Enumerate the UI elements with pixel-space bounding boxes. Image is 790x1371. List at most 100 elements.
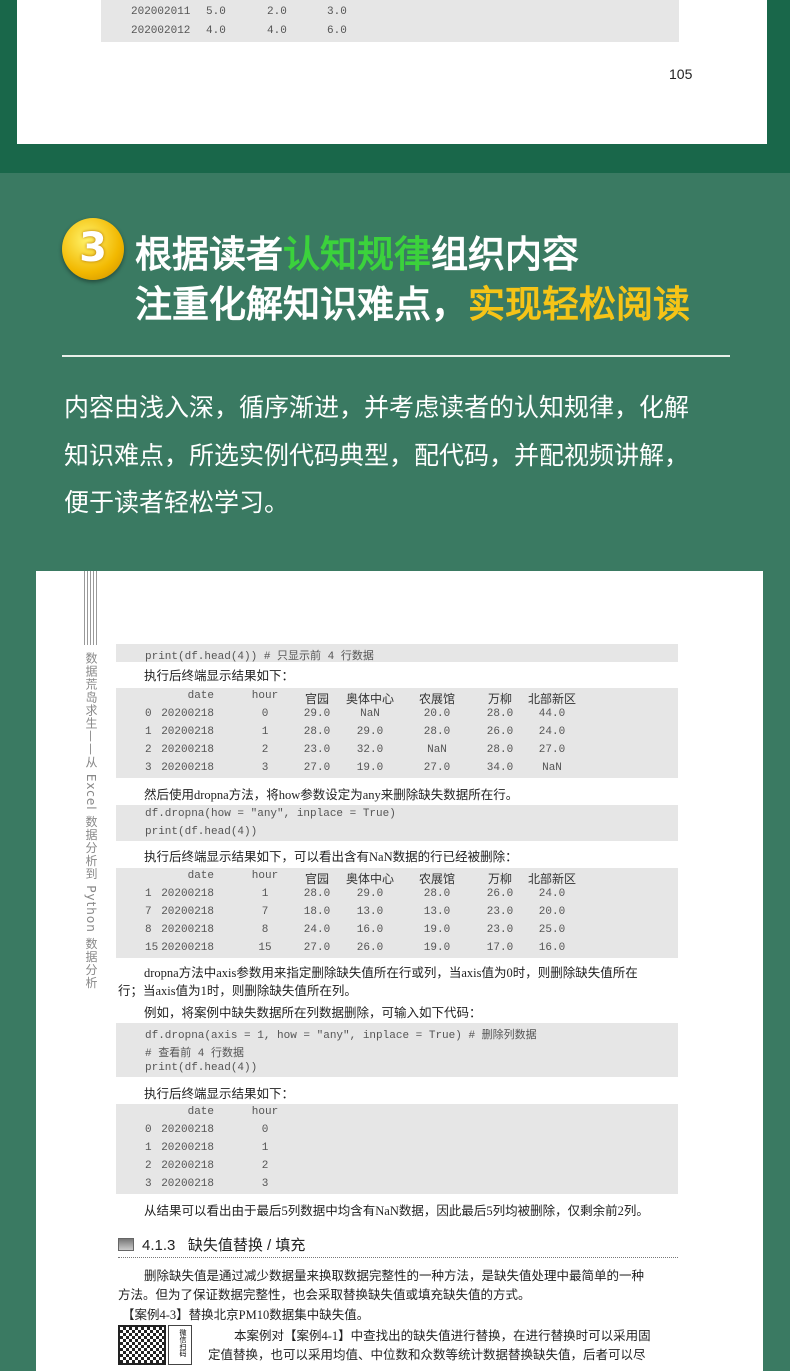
table-cell: 20200218 bbox=[161, 906, 214, 918]
cell: 6.0 bbox=[327, 25, 347, 37]
table-cell: 20200218 bbox=[161, 762, 214, 774]
table-cell: 1 bbox=[261, 726, 269, 738]
table-cell: NaN bbox=[542, 762, 562, 774]
table-cell: 1 bbox=[145, 726, 152, 738]
table-header: date bbox=[187, 690, 214, 702]
table-cell: 19.0 bbox=[423, 924, 451, 936]
table-cell: 0 bbox=[145, 708, 152, 720]
qr-code bbox=[118, 1325, 166, 1365]
code-line: # 查看前 4 行数据 bbox=[145, 1048, 245, 1060]
code-line: df.dropna(axis = 1, how = "any", inplace… bbox=[145, 1030, 537, 1042]
table-cell: 20.0 bbox=[538, 906, 566, 918]
table-cell: 2 bbox=[261, 1160, 269, 1172]
body-text: 本案例对【案例4-1】中查找出的缺失值进行替换，在进行替换时可以采用固 bbox=[234, 1329, 651, 1343]
cell: 202002011 bbox=[131, 6, 191, 18]
table-cell: 28.0 bbox=[303, 888, 331, 900]
table-header: 北部新区 bbox=[527, 692, 576, 706]
table-cell: 0 bbox=[261, 1124, 269, 1136]
section-rule bbox=[118, 1257, 678, 1258]
table-cell: 28.0 bbox=[423, 726, 451, 738]
section-number: 4.1.3 bbox=[142, 1237, 176, 1254]
body-text: 执行后终端显示结果如下，可以看出含有NaN数据的行已经被删除： bbox=[144, 850, 518, 864]
body-text: 然后使用dropna方法，将how参数设定为any来删除缺失数据所在行。 bbox=[144, 788, 519, 802]
body-text: 删除缺失值是通过减少数据量来换取数据完整性的一种方法，是缺失值处理中最简单的一种 bbox=[144, 1269, 645, 1283]
code-line: print(df.head(4)) # 只显示前 4 行数据 bbox=[145, 651, 374, 663]
table-cell: 1 bbox=[261, 1142, 269, 1154]
monitor-icon bbox=[118, 1238, 134, 1251]
table-cell: 34.0 bbox=[486, 762, 514, 774]
table-cell: 27.0 bbox=[423, 762, 451, 774]
table-cell: 24.0 bbox=[538, 888, 566, 900]
table-cell: 20200218 bbox=[161, 1142, 214, 1154]
table-header: date bbox=[187, 1106, 214, 1118]
table-cell: 27.0 bbox=[303, 942, 331, 954]
cell: 202002012 bbox=[131, 25, 191, 37]
table-cell: 28.0 bbox=[303, 726, 331, 738]
table-cell: 20200218 bbox=[161, 888, 214, 900]
body-text: 行；当axis值为1时，则删除缺失值所在列。 bbox=[118, 984, 357, 998]
table-cell: 18.0 bbox=[303, 906, 331, 918]
table-cell: 20200218 bbox=[161, 1178, 214, 1190]
table-cell: 16.0 bbox=[538, 942, 566, 954]
intro-line: 知识难点，所选实例代码典型，配代码，并配视频讲解， bbox=[64, 441, 690, 470]
body-text: 【案例4-3】替换北京PM10数据集中缺失值。 bbox=[122, 1308, 370, 1322]
table-cell: 7 bbox=[145, 906, 152, 918]
table-cell: 20200218 bbox=[161, 924, 214, 936]
table-header: 官园 bbox=[304, 692, 329, 706]
table-header: date bbox=[187, 870, 214, 882]
code-block: print(df.head(4)) # 只显示前 4 行数据 bbox=[116, 644, 678, 663]
table-cell: 16.0 bbox=[356, 924, 384, 936]
output-block: 202002011 5.0 2.0 3.0 202002012 4.0 4.0 6.0 bbox=[101, 0, 679, 42]
heading-text: 根据读者 bbox=[135, 233, 283, 276]
body-text: 从结果可以看出由于最后5列数据中均含有NaN数据，因此最后5列均被删除，仅剩余前… bbox=[144, 1204, 649, 1218]
code-line: print(df.head(4)) bbox=[145, 826, 258, 838]
table-cell: 2 bbox=[261, 744, 269, 756]
heading-text: 组织内容 bbox=[431, 233, 579, 276]
table-cell: 24.0 bbox=[303, 924, 331, 936]
spine-lines bbox=[84, 571, 99, 645]
code-block: df.dropna(how = "any", inplace = True) pr… bbox=[116, 805, 678, 841]
body-text: 方法。但为了保证数据完整性，也会采取替换缺失值或填充缺失值的方式。 bbox=[118, 1288, 531, 1302]
intro-line: 内容由浅入深，循序渐进，并考虑读者的认知规律，化解 bbox=[64, 393, 690, 422]
table-cell: 29.0 bbox=[356, 888, 384, 900]
table-cell: 20200218 bbox=[161, 942, 214, 954]
table-header: 农展馆 bbox=[418, 692, 455, 706]
heading-highlight-green: 认知规律 bbox=[283, 233, 431, 276]
table-cell: 27.0 bbox=[303, 762, 331, 774]
table-cell: 20200218 bbox=[161, 1124, 214, 1136]
table-header: hour bbox=[251, 870, 279, 882]
table-cell: 20200218 bbox=[161, 1160, 214, 1172]
table-cell: 28.0 bbox=[486, 708, 514, 720]
body-text: 定值替换，也可以采用均值、中位数和众数等统计数据替换缺失值，后者可以尽 bbox=[208, 1348, 646, 1362]
table-cell: 1 bbox=[145, 1142, 152, 1154]
body-text: 执行后终端显示结果如下： bbox=[144, 1087, 295, 1101]
table-cell: 8 bbox=[145, 924, 152, 936]
table-cell: 2 bbox=[145, 744, 152, 756]
intro-line: 便于读者轻松学习。 bbox=[64, 488, 290, 517]
table-cell: 27.0 bbox=[538, 744, 566, 756]
table-cell: 19.0 bbox=[423, 942, 451, 954]
code-block: df.dropna(axis = 1, how = "any", inplace… bbox=[116, 1023, 678, 1077]
table-cell: 8 bbox=[261, 924, 269, 936]
table-header: hour bbox=[251, 690, 279, 702]
section-heading: 4.1.3 缺失值替换 / 填充 bbox=[118, 1234, 305, 1255]
table-cell: 32.0 bbox=[356, 744, 384, 756]
body-text: 例如，将案例中缺失数据所在列数据删除，可输入如下代码： bbox=[144, 1006, 482, 1020]
table-cell: 20200218 bbox=[161, 744, 214, 756]
table-cell: 20200218 bbox=[161, 708, 214, 720]
table-cell: 23.0 bbox=[486, 906, 514, 918]
table-cell: NaN bbox=[360, 708, 380, 720]
table-cell: 23.0 bbox=[486, 924, 514, 936]
heading-line-1: 根据读者认知规律组织内容 bbox=[135, 224, 579, 278]
table-header: 奥体中心 bbox=[345, 872, 394, 886]
table-cell: 19.0 bbox=[356, 762, 384, 774]
table-cell: 28.0 bbox=[423, 888, 451, 900]
heading-text: 注重化解知识难点， bbox=[135, 283, 468, 326]
table-cell: 25.0 bbox=[538, 924, 566, 936]
table-cell: 1 bbox=[145, 888, 152, 900]
body-text: 执行后终端显示结果如下： bbox=[144, 669, 295, 683]
table-cell: 20200218 bbox=[161, 726, 214, 738]
table-cell: 17.0 bbox=[486, 942, 514, 954]
table-header: 北部新区 bbox=[527, 872, 576, 886]
code-line: print(df.head(4)) bbox=[145, 1062, 258, 1074]
